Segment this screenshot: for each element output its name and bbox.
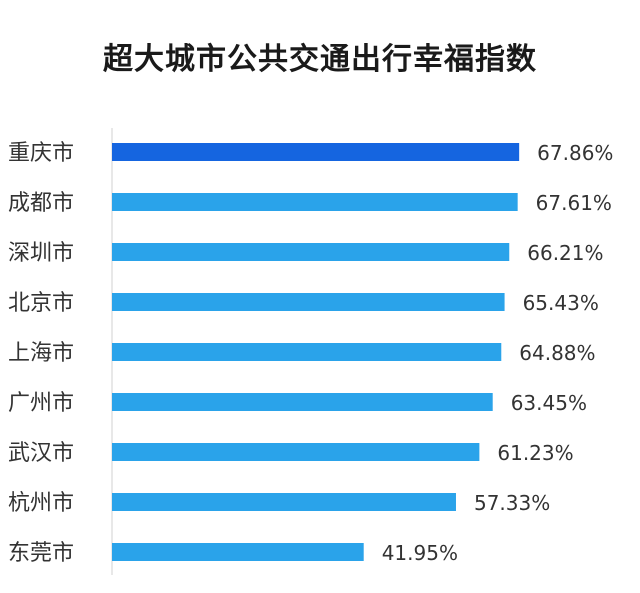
category-label: 杭州市 [8,491,74,516]
bar [112,193,518,211]
bar [112,293,505,311]
category-label: 东莞市 [8,541,74,566]
category-label: 北京市 [8,291,74,316]
category-label: 成都市 [8,191,74,216]
category-label: 广州市 [8,391,74,416]
category-label: 武汉市 [8,441,74,466]
value-label: 65.43% [523,291,599,315]
category-label: 上海市 [8,341,74,366]
value-label: 61.23% [497,441,573,465]
bar [112,543,364,561]
value-label: 41.95% [382,541,458,565]
chart-title: 超大城市公共交通出行幸福指数 [103,42,537,77]
bar [112,143,520,161]
category-label: 重庆市 [8,141,74,166]
value-label: 67.61% [536,191,612,215]
value-label: 64.88% [519,341,595,365]
bar [112,493,456,511]
bar [112,443,480,461]
value-label: 57.33% [474,491,550,515]
value-label: 66.21% [527,241,603,265]
category-label: 深圳市 [8,241,74,266]
value-label: 67.86% [537,141,613,165]
value-label: 63.45% [511,391,587,415]
bar [112,243,510,261]
bar [112,343,502,361]
bar [112,393,493,411]
